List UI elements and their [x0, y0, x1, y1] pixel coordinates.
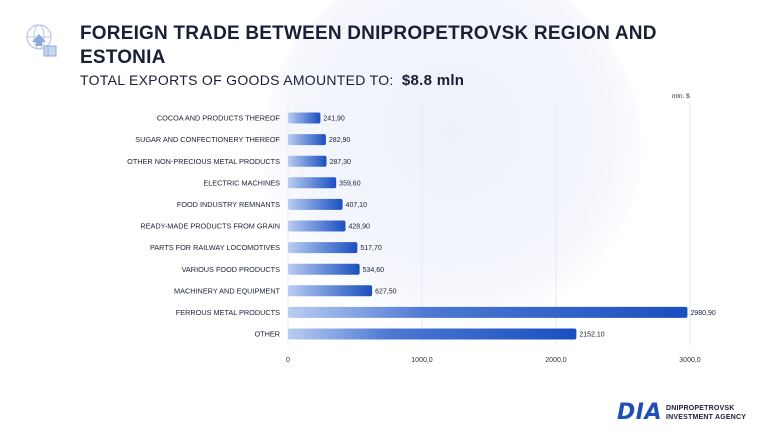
bar [288, 306, 688, 318]
page-subtitle: TOTAL EXPORTS OF GOODS AMOUNTED TO: $8.8… [80, 72, 464, 89]
bar [288, 285, 373, 297]
bar [288, 198, 343, 210]
x-tick-label: 3000,0 [679, 357, 701, 364]
value-label: 2152,10 [579, 332, 604, 339]
value-label: 2980,90 [690, 310, 715, 317]
value-label: 534,60 [363, 267, 385, 274]
footer-logo: DIA DNIPROPETROVSK INVESTMENT AGENCY [617, 402, 746, 424]
bar [288, 112, 321, 124]
bar [288, 263, 360, 275]
category-label: PARTS FOR RAILWAY LOCOMOTIVES [150, 243, 280, 252]
agency-name-line1: DNIPROPETROVSK [665, 405, 735, 412]
subtitle-prefix: TOTAL EXPORTS OF GOODS AMOUNTED TO: [80, 72, 394, 88]
category-label: VARIOUS FOOD PRODUCTS [182, 265, 281, 274]
subtitle-amount: $8.8 mln [401, 72, 465, 89]
bar [288, 155, 327, 167]
value-label: 627,50 [375, 288, 397, 295]
bar [288, 134, 326, 146]
category-label: FERROUS METAL PRODUCTS [176, 308, 280, 317]
bar [288, 177, 337, 189]
bar [288, 242, 358, 254]
value-label: 359,60 [339, 180, 361, 187]
value-label: 241,90 [323, 116, 345, 123]
category-label: COCOA AND PRODUCTS THEREOF [157, 114, 281, 123]
bar [288, 220, 346, 232]
category-label: SUGAR AND CONFECTIONERY THEREOF [135, 135, 280, 144]
category-label: OTHER [254, 330, 280, 339]
category-label: FOOD INDUSTRY REMNANTS [177, 200, 280, 209]
x-tick-label: 0 [286, 357, 290, 364]
value-label: 407,10 [346, 202, 368, 209]
category-label: OTHER NON-PRECIOUS METAL PRODUCTS [127, 157, 280, 166]
page-title: FOREIGN TRADE BETWEEN DNIPROPETROVSK REG… [80, 23, 657, 68]
value-label: 287,30 [329, 159, 351, 166]
globe-box-icon [22, 22, 62, 62]
agency-name-line2: INVESTMENT AGENCY [665, 414, 747, 421]
value-label: 517,70 [360, 245, 382, 252]
value-label: 428,90 [348, 224, 370, 231]
dia-logo-mark: DIA [617, 400, 662, 425]
x-tick-label: 2000,0 [545, 357, 567, 364]
value-label: 282,90 [329, 137, 351, 144]
agency-name: DNIPROPETROVSK INVESTMENT AGENCY [666, 404, 746, 422]
x-tick-label: 1000,0 [411, 357, 433, 364]
category-label: MACHINERY AND EQUIPMENT [174, 286, 281, 295]
background-circle [262, 0, 642, 340]
bar [288, 328, 577, 340]
category-label: ELECTRIC MACHINES [203, 178, 280, 187]
unit-label: mln. $ [672, 93, 690, 100]
category-label: READY-MADE PRODUCTS FROM GRAIN [140, 222, 280, 231]
